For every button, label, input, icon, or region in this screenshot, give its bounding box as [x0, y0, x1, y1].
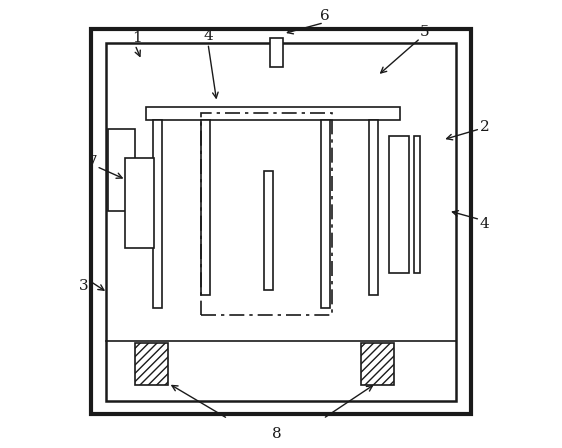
Bar — [201, 113, 332, 314]
Bar — [270, 38, 283, 67]
Text: 1: 1 — [132, 31, 142, 45]
Bar — [153, 120, 161, 308]
Bar — [264, 171, 273, 290]
Text: 4: 4 — [203, 29, 213, 43]
Text: 4: 4 — [479, 217, 490, 231]
Bar — [108, 129, 135, 211]
Bar — [201, 120, 210, 295]
Bar — [90, 29, 472, 414]
Bar — [361, 344, 394, 385]
Bar — [369, 120, 378, 295]
Text: 5: 5 — [420, 25, 429, 39]
Text: 3: 3 — [79, 279, 89, 293]
Bar — [106, 43, 456, 401]
Text: 8: 8 — [272, 427, 282, 441]
Bar — [389, 135, 409, 273]
Text: 7: 7 — [88, 155, 98, 169]
Bar — [125, 158, 154, 248]
Text: 6: 6 — [320, 9, 330, 23]
Bar — [146, 107, 401, 120]
Bar — [414, 135, 420, 273]
Bar — [135, 344, 168, 385]
Bar — [321, 120, 330, 308]
Text: 2: 2 — [479, 120, 490, 134]
